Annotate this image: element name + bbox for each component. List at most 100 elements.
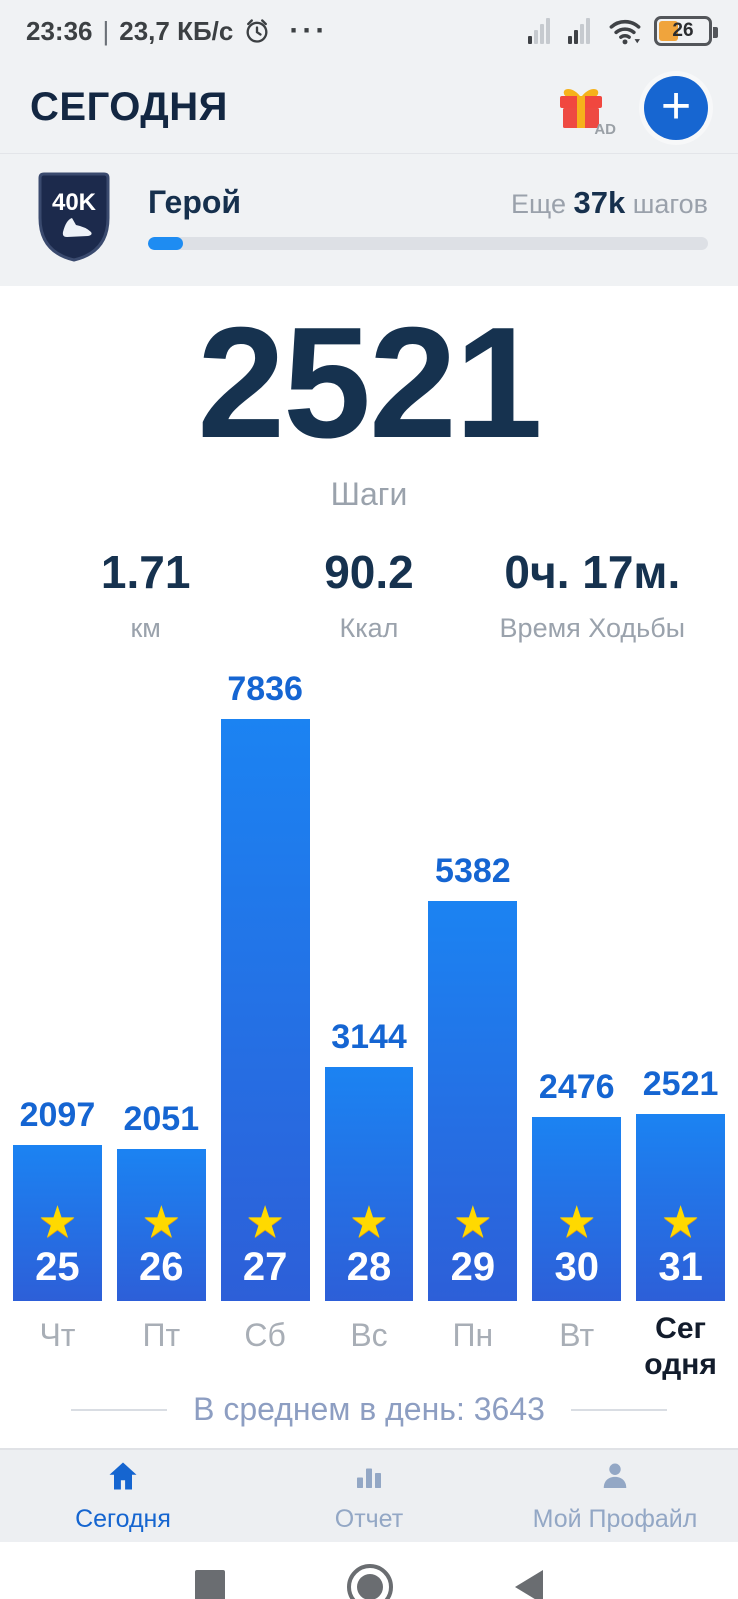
gift-icon [560,88,602,128]
add-steps-button[interactable]: + [644,75,708,140]
star-icon: ★ [349,1198,389,1248]
stat-label: Ккал [339,613,399,644]
android-home-button[interactable] [347,1564,393,1599]
home-icon [105,1458,141,1499]
bar-date-label: 29 [450,1245,496,1290]
day-label: Сег одня [644,1312,717,1382]
report-icon [351,1458,387,1499]
chart-column: 3144 ★ 28 Вс [324,1018,414,1385]
bar-date-label: 28 [346,1245,392,1290]
achievement-progress-bar [148,237,708,250]
circle-icon [357,1574,383,1599]
stat-distance: 1.71 км [34,545,257,644]
bar-value-label: 7836 [227,670,303,709]
battery-fill [659,21,678,41]
bar[interactable]: ★ 31 [636,1114,726,1302]
achievement-title: Герой [148,184,242,220]
stat-calories: 90.2 Ккал [257,545,480,644]
nav-item-today[interactable]: Сегодня [0,1458,246,1534]
alarm-icon [246,19,268,43]
chart-column: 7836 ★ 27 Сб [220,670,310,1385]
day-label: Вт [559,1317,595,1354]
steps-remaining-value: 37k [573,185,626,220]
steps-remaining: Еще 37k шагов [511,185,708,220]
bar-value-label: 2476 [538,1068,615,1107]
bar[interactable]: ★ 27 [220,719,310,1302]
profile-icon [597,1458,633,1499]
day-label: Пн [452,1317,494,1354]
wifi-icon [609,19,641,45]
chart-column: 2097 ★ 25 Чт [13,1096,102,1385]
bar-date-label: 31 [658,1245,703,1290]
star-icon: ★ [453,1198,493,1248]
average-label: В среднем в день: 3643 [193,1391,545,1428]
today-summary: 2521 Шаги 1.71 км 90.2 Ккал 0ч. 17м. Вре… [0,286,738,645]
bar-date-label: 26 [139,1245,184,1290]
bar-value-label: 2521 [642,1065,719,1104]
steps-label: Шаги [330,476,408,513]
bar-value-label: 5382 [435,852,511,891]
nav-label: Мой Профайл [532,1505,698,1534]
badge-40k: 40K [30,170,118,264]
chart-column: 2476 ★ 30 Вт [532,1068,622,1385]
star-icon: ★ [245,1198,285,1248]
average-divider [570,1408,667,1411]
achievement-card[interactable]: 40K Герой Еще 37k шагов [0,154,738,286]
nav-item-report[interactable]: Отчет [246,1458,492,1534]
bar-value-label: 2097 [19,1096,96,1135]
day-label: Пт [142,1317,181,1354]
achievement-progress-fill [148,237,184,250]
bar[interactable]: ★ 28 [324,1067,414,1302]
ad-label: AD [594,120,616,138]
weekly-steps-chart: 2097 ★ 25 Чт 2051 ★ 26 Пт 7836 ★ 27 Сб 3144 ★ 28 Вс 5382… [0,670,738,1448]
signal-icon [528,18,556,44]
stat-value: 1.71 [100,546,191,599]
more-dots-icon: ··· [289,14,329,47]
back-button[interactable] [515,1570,543,1599]
nav-label: Сегодня [75,1505,171,1534]
day-label: Сб [244,1317,286,1354]
day-label: Чт [39,1317,76,1354]
shoe-icon [62,218,92,237]
bar[interactable]: ★ 29 [428,901,518,1302]
bar-date-label: 27 [242,1245,288,1290]
nav-item-profile[interactable]: Мой Профайл [492,1458,738,1534]
chart-column: 2051 ★ 26 Пт [116,1100,206,1385]
stat-label: Время Ходьбы [499,613,686,644]
average-divider [71,1408,168,1411]
chart-bars: 2097 ★ 25 Чт 2051 ★ 26 Пт 7836 ★ 27 Сб 3144 ★ 28 Вс 5382… [13,670,726,1385]
stat-label: км [130,613,161,644]
page-title: СЕГОДНЯ [30,85,228,129]
signal-icon [568,18,596,44]
stats-row: 1.71 км 90.2 Ккал 0ч. 17м. Время Ходьбы [0,545,738,644]
battery-nub [713,27,718,38]
bar[interactable]: ★ 30 [532,1117,622,1302]
stat-walking-time: 0ч. 17м. Время Ходьбы [481,545,704,644]
stat-value: 0ч. 17м. [504,546,681,599]
android-nav-bar [0,1542,738,1599]
stat-value: 90.2 [324,546,414,599]
battery-icon: 26 [654,16,718,46]
nav-label: Отчет [334,1505,404,1534]
recents-button[interactable] [195,1570,225,1599]
bar-value-label: 2051 [123,1100,200,1139]
bar-date-label: 25 [35,1245,80,1290]
bar[interactable]: ★ 25 [13,1145,102,1302]
battery-percent: 26 [672,20,694,41]
star-icon: ★ [660,1198,701,1248]
clock-time: 23:36 [26,15,93,46]
bar-date-label: 30 [554,1245,599,1290]
star-icon: ★ [557,1198,597,1248]
gift-ad-button[interactable]: AD [554,80,616,138]
plus-icon: + [660,76,692,135]
status-bar: 23:36 | 23,7 КБ/с ··· [0,0,738,62]
star-icon: ★ [37,1198,78,1248]
bar[interactable]: ★ 26 [116,1149,206,1302]
steps-count: 2521 [197,295,543,471]
shield-icon [38,172,110,262]
bar-value-label: 3144 [331,1018,407,1057]
chart-column: 5382 ★ 29 Пн [428,852,518,1385]
star-icon: ★ [141,1198,182,1248]
day-label: Вс [350,1317,388,1354]
